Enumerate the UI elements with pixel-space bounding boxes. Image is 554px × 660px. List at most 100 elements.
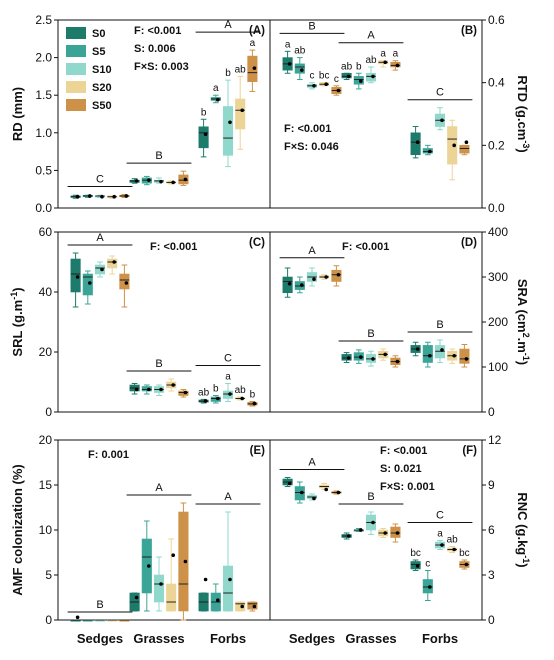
mean-dot: [428, 585, 432, 589]
sig-letter: ab: [235, 64, 247, 75]
y-axis-title: SRL (g.m-1): [9, 287, 25, 356]
box-body: [82, 273, 93, 296]
box-s0-grasses: [341, 352, 352, 363]
group-letter: A: [308, 245, 316, 257]
box-body: [390, 526, 401, 538]
box-s0-sedges: [70, 194, 81, 199]
box-s10-grasses: ab: [365, 55, 377, 84]
sig-letter: bc: [410, 548, 421, 559]
mean-dot: [203, 132, 208, 137]
y-tick-label: 15: [39, 478, 53, 492]
sig-letter: a: [213, 83, 219, 94]
legend-swatch: [66, 45, 86, 57]
mean-dot: [171, 383, 175, 387]
mean-dot: [428, 353, 432, 358]
mean-dot: [228, 392, 232, 396]
box-s10-sedges: [94, 261, 106, 278]
box-s10-forbs: a: [434, 529, 446, 550]
box-s5-forbs: b: [210, 384, 221, 404]
box-s5-forbs: [422, 144, 433, 156]
mean-dot: [216, 396, 220, 401]
box-body: [459, 348, 470, 364]
group-letter: A: [367, 30, 375, 42]
mean-dot: [216, 598, 220, 602]
mean-dot: [359, 355, 363, 359]
box-s20-forbs: [235, 601, 246, 612]
group-letter: B: [436, 319, 443, 331]
box-body: [390, 61, 401, 68]
box-s50-forbs: [247, 601, 258, 612]
mean-dot: [183, 177, 188, 182]
y-tick-label: 9: [488, 478, 495, 492]
box-body: [166, 583, 177, 612]
box-body: [198, 126, 209, 149]
mean-dot: [415, 564, 420, 568]
box-s0-sedges: [70, 615, 81, 622]
mean-dot: [203, 399, 208, 403]
legend-swatch: [66, 27, 86, 39]
sig-letter: a: [380, 49, 386, 60]
mean-dot: [252, 66, 257, 70]
mean-dot: [252, 401, 257, 406]
box-s5-forbs: c: [422, 559, 433, 601]
mean-dot: [159, 387, 163, 392]
mean-dot: [440, 543, 444, 547]
box-body: [353, 352, 364, 361]
sig-letter: bc: [319, 71, 330, 82]
stat-line: F: <0.001: [342, 241, 389, 253]
mean-dot: [371, 520, 375, 525]
mean-dot: [147, 564, 151, 568]
box-s5-grasses: b: [353, 61, 364, 90]
box-body: [222, 390, 234, 399]
box-s20-sedges: bc: [319, 71, 330, 87]
box-body: [365, 72, 377, 82]
stat-line: F: <0.001: [150, 241, 197, 253]
y-tick-label: 300: [488, 270, 508, 284]
y-tick-label: 6: [488, 523, 495, 537]
box-s5-sedges: [82, 194, 93, 198]
mean-dot: [100, 194, 104, 199]
mean-dot: [240, 396, 244, 401]
box-body: [153, 574, 165, 603]
sig-letter: ab: [365, 55, 377, 66]
mean-dot: [312, 84, 316, 88]
sig-letter: c: [334, 74, 339, 85]
plot-frame: [269, 19, 483, 209]
mean-dot: [88, 281, 92, 285]
box-body: [422, 345, 433, 363]
box-s10-forbs: b: [222, 68, 234, 168]
box-s5-sedges: [294, 276, 305, 294]
group-letter: B: [96, 599, 103, 611]
y-tick-label: 3: [488, 568, 495, 582]
box-body: [235, 98, 246, 130]
panel-tag: (E): [250, 445, 266, 457]
box-s50-sedges: [331, 265, 342, 287]
mean-dot: [300, 490, 304, 495]
stat-line: F×S: 0.001: [380, 481, 435, 493]
mean-dot: [371, 74, 375, 79]
y-tick-label: 2.0: [35, 51, 52, 65]
mean-dot: [287, 62, 292, 66]
box-s50-grasses: [390, 355, 401, 368]
box-s20-forbs: ab: [235, 385, 246, 401]
x-category-label: Sedges: [289, 631, 335, 646]
y-tick-label: 60: [39, 225, 53, 239]
y-axis-title: RNC (g.kg-1): [515, 492, 531, 567]
box-s10-sedges: c: [306, 71, 318, 90]
mean-dot: [452, 143, 457, 148]
mean-dot: [415, 347, 420, 351]
mean-dot: [395, 531, 400, 535]
mean-dot: [287, 281, 292, 286]
sig-letter: c: [425, 559, 430, 570]
box-s10-forbs: a: [222, 372, 234, 402]
box-s50-sedges: [119, 264, 130, 308]
legend: S0 S5 S10 S20 S50: [66, 27, 112, 112]
sig-letter: a: [437, 529, 443, 540]
box-s10-sedges: [94, 619, 106, 622]
stat-line: F: <0.001: [380, 445, 427, 457]
box-body: [141, 386, 152, 392]
box-s0-forbs: ab: [198, 387, 210, 404]
box-body: [247, 601, 258, 610]
box-body: [141, 538, 152, 594]
